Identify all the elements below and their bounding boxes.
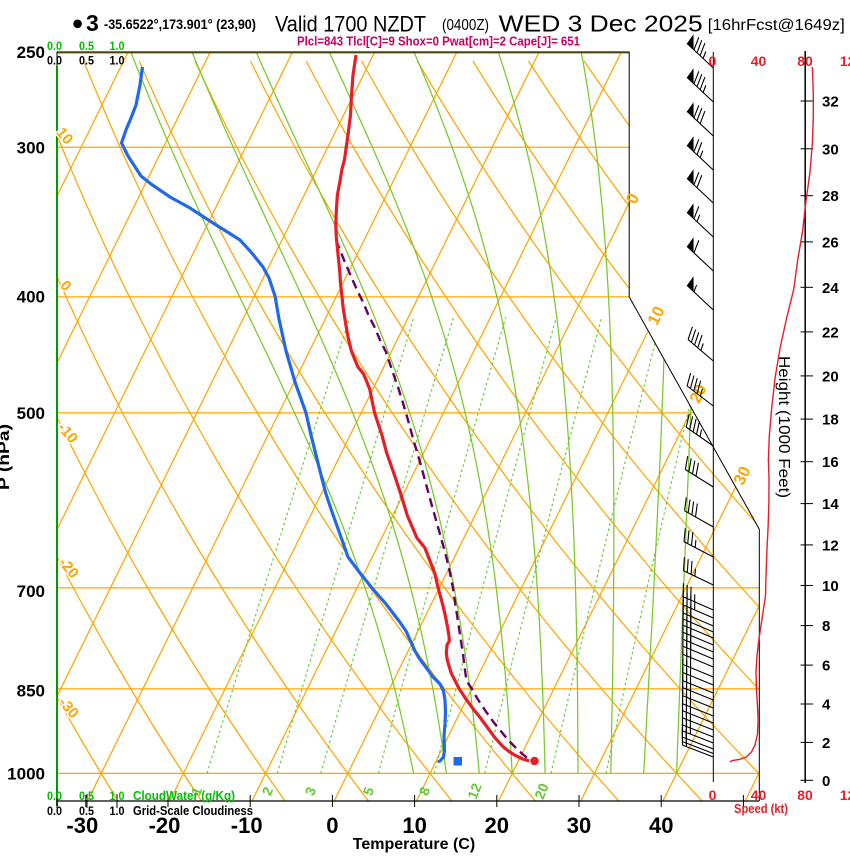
svg-text:0.0: 0.0	[47, 804, 62, 818]
svg-text:(0400Z): (0400Z)	[442, 17, 489, 34]
svg-text:Plcl=843 Tlcl[C]=9 Shox=0 Pwat: Plcl=843 Tlcl[C]=9 Shox=0 Pwat[cm]=2 Cap…	[297, 34, 580, 49]
svg-text:14: 14	[822, 496, 839, 513]
svg-text:0.0: 0.0	[47, 39, 62, 53]
svg-text:1.0: 1.0	[110, 54, 125, 68]
svg-text:Temperature (C): Temperature (C)	[353, 836, 475, 853]
svg-text:0: 0	[326, 813, 338, 838]
svg-text:12: 12	[464, 781, 485, 802]
svg-text:-10: -10	[231, 813, 263, 838]
svg-text:16: 16	[822, 454, 839, 471]
svg-text:12: 12	[822, 537, 839, 554]
svg-text:400: 400	[17, 288, 45, 307]
svg-text:0.0: 0.0	[47, 54, 62, 68]
svg-text:0: 0	[709, 787, 717, 803]
svg-text:300: 300	[17, 138, 45, 157]
svg-text:40: 40	[649, 813, 673, 838]
svg-text:8: 8	[822, 618, 830, 635]
svg-text:700: 700	[17, 582, 45, 601]
svg-text:10: 10	[402, 813, 426, 838]
svg-text:30: 30	[567, 813, 591, 838]
svg-text:20: 20	[822, 368, 839, 385]
svg-text:18: 18	[822, 412, 839, 429]
svg-text:-20: -20	[149, 813, 181, 838]
svg-text:Height (1000 Feet): Height (1000 Feet)	[775, 356, 792, 498]
svg-text:Speed (kt): Speed (kt)	[734, 801, 788, 816]
svg-text:Grid-Scale Cloudiness: Grid-Scale Cloudiness	[133, 803, 253, 818]
svg-text:0.5: 0.5	[79, 804, 94, 818]
svg-text:-30: -30	[66, 813, 98, 838]
svg-text:1.0: 1.0	[110, 789, 125, 803]
svg-text:P (hPa): P (hPa)	[0, 424, 13, 490]
svg-text:24: 24	[822, 280, 839, 297]
svg-text:120: 120	[840, 787, 850, 803]
svg-text:Valid 1700 NZDT: Valid 1700 NZDT	[275, 12, 426, 37]
svg-text:1.0: 1.0	[110, 39, 125, 53]
svg-text:250: 250	[17, 43, 45, 62]
svg-text:CloudWater (g/Kg): CloudWater (g/Kg)	[133, 788, 235, 803]
svg-text:0.5: 0.5	[79, 789, 94, 803]
svg-text:0.5: 0.5	[79, 54, 94, 68]
svg-text:28: 28	[822, 188, 839, 205]
svg-text:0.5: 0.5	[79, 39, 94, 53]
svg-text:10: 10	[822, 578, 839, 595]
svg-text:0: 0	[709, 53, 717, 69]
svg-text:20: 20	[531, 781, 552, 802]
svg-text:-35.6522°,173.901° (23,90): -35.6522°,173.901° (23,90)	[104, 16, 256, 32]
svg-text:40: 40	[751, 787, 767, 803]
svg-text:120: 120	[840, 53, 850, 69]
svg-text:40: 40	[751, 53, 767, 69]
svg-text:26: 26	[822, 234, 839, 251]
svg-text:80: 80	[797, 53, 813, 69]
svg-text:0.0: 0.0	[47, 789, 62, 803]
svg-text:500: 500	[17, 404, 45, 423]
svg-text:4: 4	[822, 697, 831, 714]
svg-text:3: 3	[86, 10, 99, 36]
svg-text:22: 22	[822, 324, 839, 341]
svg-text:[16hrFcst@1649z]: [16hrFcst@1649z]	[708, 17, 845, 34]
svg-text:1.0: 1.0	[110, 804, 125, 818]
svg-text:850: 850	[17, 682, 45, 701]
svg-text:1000: 1000	[7, 765, 45, 784]
svg-text:30: 30	[822, 141, 839, 158]
svg-text:2: 2	[822, 735, 830, 752]
svg-text:32: 32	[822, 94, 839, 111]
svg-text:80: 80	[797, 787, 813, 803]
svg-text:6: 6	[822, 658, 830, 675]
svg-text:WED 3 Dec 2025: WED 3 Dec 2025	[499, 11, 703, 37]
svg-text:0: 0	[822, 773, 830, 790]
svg-text:20: 20	[485, 813, 509, 838]
